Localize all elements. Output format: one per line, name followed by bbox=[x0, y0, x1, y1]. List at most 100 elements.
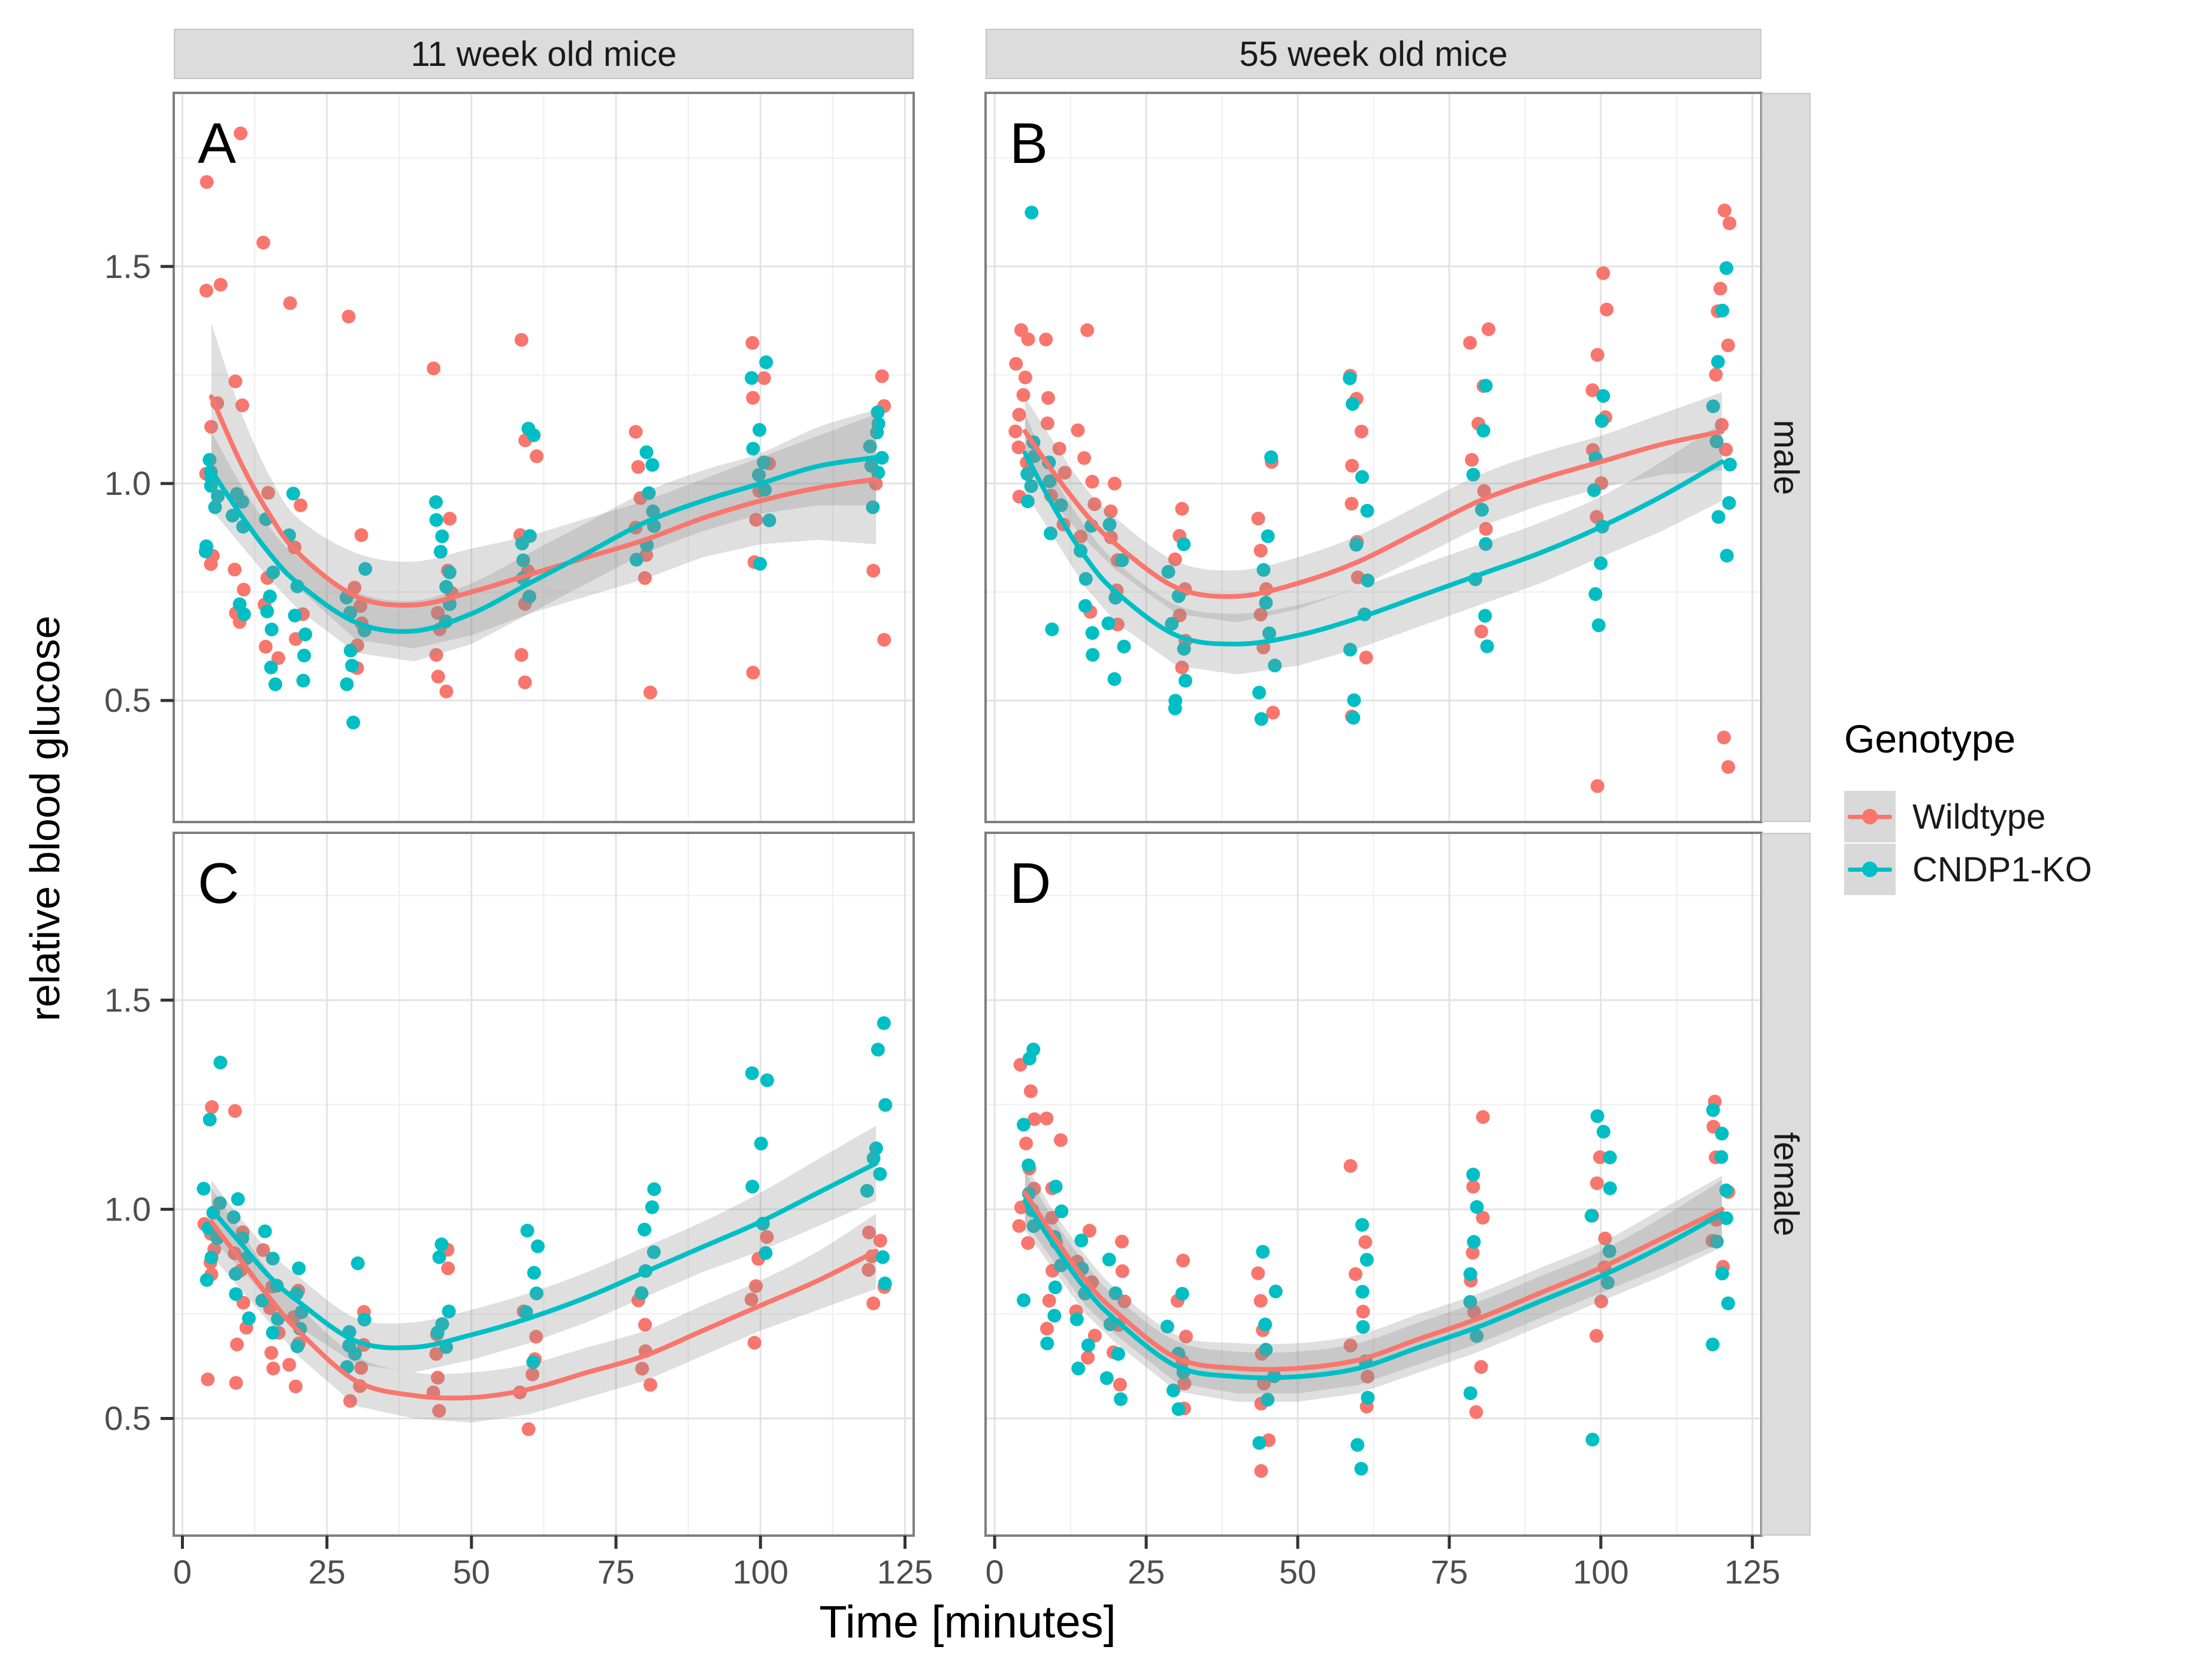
data-point bbox=[1343, 371, 1357, 385]
data-point bbox=[746, 666, 760, 680]
panel-letter-a: A bbox=[198, 111, 237, 176]
data-point bbox=[871, 405, 885, 419]
data-point bbox=[1346, 397, 1360, 411]
data-point bbox=[1343, 1159, 1358, 1173]
data-point bbox=[1585, 1433, 1600, 1447]
data-point bbox=[1041, 391, 1056, 405]
data-point bbox=[1360, 504, 1374, 518]
data-point bbox=[1261, 1392, 1275, 1407]
data-point bbox=[628, 425, 643, 439]
data-point bbox=[427, 361, 441, 376]
data-point bbox=[204, 419, 218, 434]
data-point bbox=[1042, 474, 1057, 488]
y-tick-label: 1.5 bbox=[104, 247, 151, 285]
data-point bbox=[200, 1273, 214, 1287]
data-point bbox=[1600, 1276, 1615, 1290]
data-point bbox=[264, 623, 279, 637]
data-point bbox=[431, 1370, 445, 1385]
data-point bbox=[749, 1279, 763, 1294]
data-point bbox=[1114, 1392, 1128, 1406]
y-tick-label: 1.0 bbox=[104, 1190, 151, 1228]
data-point bbox=[871, 1043, 885, 1057]
data-point bbox=[1175, 501, 1189, 516]
data-point bbox=[878, 1276, 892, 1291]
data-point bbox=[203, 452, 217, 467]
data-point bbox=[1048, 1280, 1062, 1295]
data-point bbox=[744, 371, 758, 385]
data-point bbox=[263, 590, 277, 604]
confidence-ribbon bbox=[1025, 392, 1723, 623]
data-point bbox=[430, 1325, 445, 1340]
data-point bbox=[1171, 1402, 1186, 1416]
data-point bbox=[213, 1196, 227, 1210]
data-point bbox=[1078, 599, 1092, 613]
data-point bbox=[1466, 1180, 1480, 1194]
data-point bbox=[294, 498, 308, 512]
panel-letter-b: B bbox=[1010, 111, 1048, 176]
data-point bbox=[745, 336, 760, 350]
data-point bbox=[1713, 282, 1727, 296]
data-point bbox=[759, 355, 773, 370]
data-point bbox=[1715, 418, 1729, 432]
data-point bbox=[1262, 626, 1277, 640]
data-point bbox=[429, 648, 443, 662]
data-point bbox=[282, 1358, 297, 1372]
data-point bbox=[443, 512, 457, 526]
facet-strip-male: male bbox=[1761, 93, 1811, 822]
data-point bbox=[1477, 484, 1491, 498]
data-point bbox=[1476, 1210, 1490, 1225]
data-point bbox=[1268, 1285, 1283, 1299]
data-point bbox=[637, 571, 652, 585]
data-point bbox=[1723, 216, 1737, 231]
data-point bbox=[1587, 483, 1601, 497]
data-point bbox=[1115, 1264, 1129, 1279]
data-point bbox=[354, 528, 368, 542]
data-point bbox=[1720, 548, 1734, 563]
data-point bbox=[1107, 672, 1122, 686]
data-point bbox=[1016, 388, 1031, 402]
data-point bbox=[1256, 563, 1271, 577]
smooth-line bbox=[1022, 1198, 1725, 1380]
data-point bbox=[357, 1313, 371, 1327]
data-point bbox=[228, 563, 242, 577]
data-point bbox=[1603, 1181, 1617, 1195]
data-point bbox=[1466, 1167, 1480, 1182]
data-point bbox=[1019, 1136, 1034, 1150]
data-point bbox=[350, 1256, 365, 1270]
data-point bbox=[516, 553, 530, 567]
data-point bbox=[1361, 573, 1375, 588]
data-point bbox=[358, 561, 373, 576]
data-point bbox=[201, 1372, 215, 1386]
data-point bbox=[1179, 1330, 1193, 1344]
data-point bbox=[297, 648, 312, 663]
data-point bbox=[235, 398, 249, 412]
wildtype-point-icon bbox=[1862, 809, 1878, 824]
data-point bbox=[1717, 203, 1731, 217]
data-point bbox=[1087, 1328, 1102, 1343]
data-point bbox=[522, 590, 537, 604]
data-point bbox=[204, 557, 218, 572]
data-point bbox=[1018, 370, 1032, 385]
data-point bbox=[760, 1073, 775, 1087]
data-point bbox=[1463, 1386, 1477, 1400]
data-point bbox=[529, 1330, 543, 1344]
data-point bbox=[441, 1261, 455, 1276]
data-point bbox=[226, 1210, 241, 1224]
data-point bbox=[1706, 1337, 1720, 1352]
data-point bbox=[526, 1355, 540, 1369]
data-point bbox=[1714, 1150, 1728, 1164]
smooth-line bbox=[1022, 429, 1725, 599]
data-point bbox=[1596, 389, 1610, 403]
data-point bbox=[1466, 467, 1480, 482]
data-point bbox=[1177, 1376, 1192, 1391]
data-point bbox=[205, 1100, 219, 1114]
data-point bbox=[749, 513, 763, 527]
data-point bbox=[1591, 618, 1606, 633]
data-point bbox=[1081, 1338, 1095, 1352]
data-point bbox=[1042, 1294, 1056, 1308]
data-point bbox=[1465, 452, 1479, 467]
data-point bbox=[353, 599, 368, 613]
data-point bbox=[1053, 1133, 1068, 1147]
data-point bbox=[863, 439, 877, 454]
